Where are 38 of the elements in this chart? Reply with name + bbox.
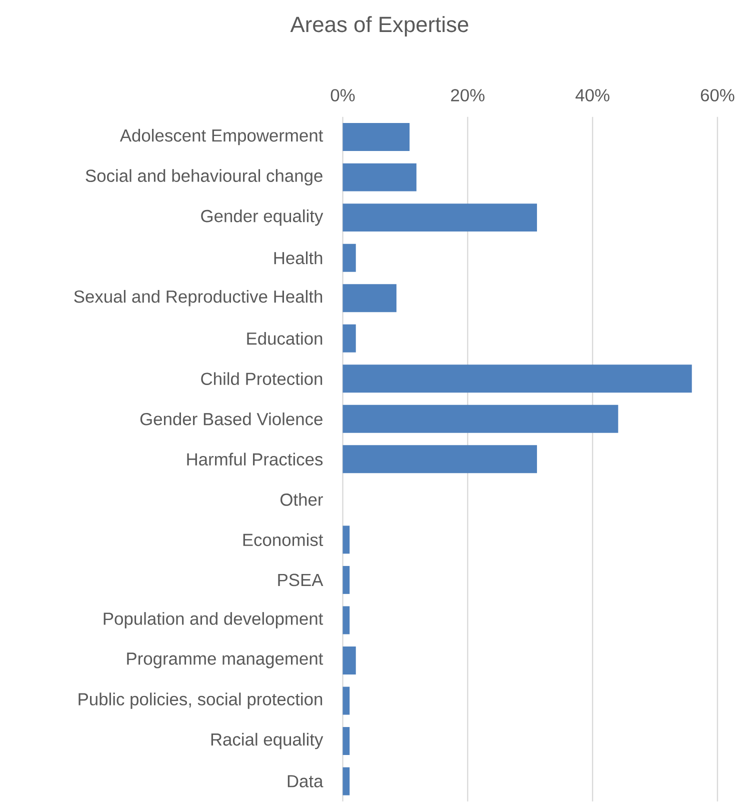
y-tick-label: Population and development (104, 612, 323, 628)
y-tick-label: Social and behavioural change (86, 169, 322, 186)
x-tick-label: 40% (575, 89, 610, 102)
y-tick-label: Other (280, 493, 323, 506)
y-tick-label: Public policies, social protection (78, 692, 322, 709)
bar (342, 404, 618, 433)
bar (342, 606, 350, 634)
y-tick-label: Programme management (126, 652, 323, 668)
y-tick-label: Adolescent Empowerment (120, 128, 323, 146)
y-tick-label: Racial equality (211, 732, 323, 750)
y-tick-label: Data (288, 775, 324, 788)
y-tick-label: Child Protection (200, 372, 322, 386)
bar (342, 364, 692, 393)
bar (342, 445, 537, 474)
y-tick-label: Education (246, 332, 322, 345)
bar (342, 566, 350, 594)
y-tick-label: Gender equality (200, 209, 323, 226)
bar (342, 324, 356, 352)
chart-title: Areas of Expertise (290, 16, 468, 37)
y-tick-label: Economist (243, 533, 323, 546)
y-tick-label: PSEA (278, 574, 323, 586)
y-tick-label: Health (274, 251, 322, 264)
bar (342, 244, 356, 272)
bar (342, 767, 350, 796)
y-tick-label: Harmful Practices (186, 452, 322, 466)
x-tick-label: 20% (450, 89, 484, 102)
y-tick-label: Gender Based Violence (140, 412, 322, 426)
bar (342, 526, 350, 554)
bar (342, 646, 356, 674)
x-tick-label: 0% (330, 89, 355, 102)
bar (342, 123, 410, 152)
bar (342, 686, 350, 715)
x-tick-label: 60% (700, 89, 734, 102)
y-tick-label: Sexual and Reproductive Health (74, 290, 322, 306)
bar (342, 204, 537, 232)
bar (342, 163, 416, 192)
bar (342, 284, 396, 312)
bar (342, 727, 350, 755)
